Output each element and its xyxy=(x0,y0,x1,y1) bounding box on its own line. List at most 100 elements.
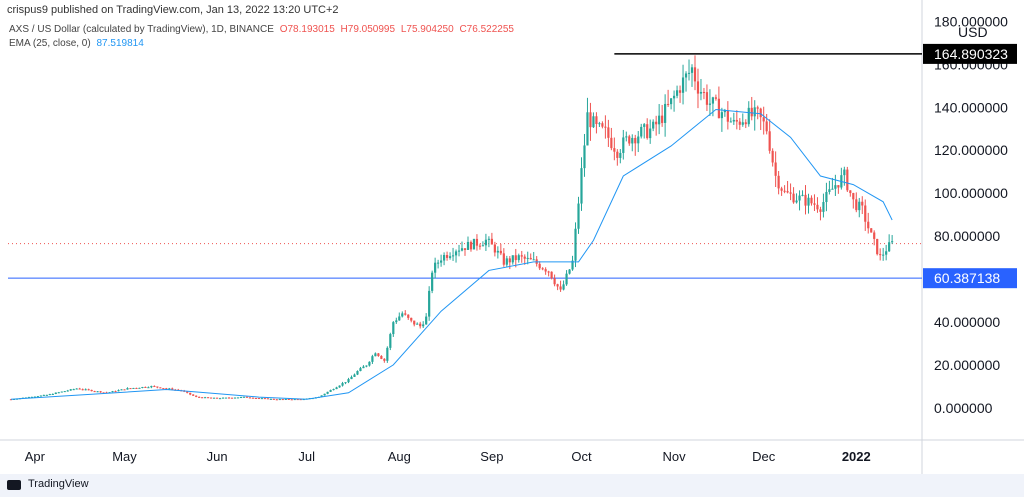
candle-body xyxy=(804,194,807,206)
candle-body xyxy=(39,395,42,397)
candle-body xyxy=(810,197,813,204)
candle-body xyxy=(227,397,231,399)
candle-body xyxy=(499,250,502,254)
x-tick-label: Aug xyxy=(388,449,411,464)
candle-body xyxy=(386,347,389,361)
candle-body xyxy=(891,241,894,243)
candle-body xyxy=(517,255,520,261)
candle-body xyxy=(664,103,667,123)
candle-body xyxy=(484,239,488,246)
candle-body xyxy=(236,397,240,399)
candle-body xyxy=(419,323,422,327)
candle-body xyxy=(873,232,876,239)
candle-body xyxy=(789,192,792,194)
candle-body xyxy=(520,255,523,257)
candle-body xyxy=(159,387,162,389)
candle-body xyxy=(753,107,756,117)
candle-body xyxy=(598,123,601,125)
candle-body xyxy=(616,151,619,158)
publisher-line: crispus9 published on TradingView.com, J… xyxy=(7,4,339,16)
candle-body xyxy=(293,399,296,401)
y-tick-label: 100.000000 xyxy=(934,185,1008,201)
candle-body xyxy=(601,123,604,127)
candle-body xyxy=(574,228,577,261)
candle-body xyxy=(529,257,532,260)
candle-body xyxy=(93,391,96,393)
candle-body xyxy=(777,175,780,189)
candles xyxy=(9,55,894,401)
candle-body xyxy=(81,389,84,391)
candle-body xyxy=(168,388,171,390)
candle-body xyxy=(281,399,284,401)
candle-body xyxy=(111,391,114,393)
candle-body xyxy=(425,316,428,325)
candle-body xyxy=(126,388,129,390)
y-tick-label: 120.000000 xyxy=(934,142,1008,158)
candle-body xyxy=(272,398,275,400)
x-tick-label: 2022 xyxy=(842,449,871,464)
candle-body xyxy=(278,399,281,401)
candle-body xyxy=(735,119,738,122)
candle-body xyxy=(699,91,703,94)
candle-body xyxy=(186,391,189,393)
candle-body xyxy=(681,77,685,93)
x-tick-label: Apr xyxy=(25,449,46,464)
x-tick-label: Sep xyxy=(480,449,503,464)
candle-body xyxy=(437,262,440,264)
candle-body xyxy=(768,131,771,151)
candle-body xyxy=(565,273,568,285)
candle-body xyxy=(693,67,697,82)
candle-body xyxy=(87,389,90,391)
candle-body xyxy=(401,313,404,317)
price-level-label: 60.387138 xyxy=(934,270,1000,286)
candle-body xyxy=(738,121,741,125)
currency-label[interactable]: USD xyxy=(958,24,988,40)
candle-body xyxy=(532,259,535,261)
candle-body xyxy=(828,189,831,192)
candle-body xyxy=(678,90,682,93)
candle-body xyxy=(368,361,371,366)
candle-body xyxy=(759,108,762,118)
price-level-badge xyxy=(923,268,1017,289)
candle-body xyxy=(299,399,302,401)
candle-body xyxy=(846,169,849,191)
candle-body xyxy=(147,387,150,389)
candle-body xyxy=(192,394,195,396)
price-chart[interactable]: 0.00000020.00000040.00000060.00000080.00… xyxy=(0,0,1024,474)
candle-body xyxy=(628,136,631,144)
candle-body xyxy=(825,191,828,203)
candle-body xyxy=(212,397,216,399)
candle-body xyxy=(571,260,574,270)
candle-body xyxy=(72,389,75,391)
candle-body xyxy=(849,190,852,194)
candle-body xyxy=(189,392,192,395)
candle-body xyxy=(260,398,263,400)
symbol-legend: AXS / US Dollar (calculated by TradingVi… xyxy=(9,24,514,35)
candle-body xyxy=(744,122,747,125)
candle-body xyxy=(864,205,867,222)
candle-body xyxy=(60,391,63,393)
candle-body xyxy=(245,396,249,398)
candle-body xyxy=(723,110,726,113)
candle-body xyxy=(658,115,661,125)
candle-body xyxy=(141,386,144,388)
candle-body xyxy=(675,90,679,96)
candle-body xyxy=(741,122,744,125)
candle-body xyxy=(448,256,452,258)
candle-body xyxy=(162,388,165,390)
symbol-title: AXS / US Dollar (calculated by TradingVi… xyxy=(9,24,274,35)
candle-body xyxy=(684,73,688,78)
tradingview-brand: TradingView xyxy=(28,478,89,490)
candle-body xyxy=(646,124,649,139)
y-tick-label: 40.000000 xyxy=(934,314,1000,330)
candle-body xyxy=(502,253,505,265)
candle-body xyxy=(215,397,219,399)
candle-body xyxy=(350,376,353,380)
candle-body xyxy=(652,121,655,129)
candle-body xyxy=(353,374,356,377)
candle-body xyxy=(99,391,102,393)
candle-body xyxy=(631,137,634,144)
candle-body xyxy=(586,112,589,146)
candle-body xyxy=(356,371,359,375)
candle-body xyxy=(870,228,873,233)
